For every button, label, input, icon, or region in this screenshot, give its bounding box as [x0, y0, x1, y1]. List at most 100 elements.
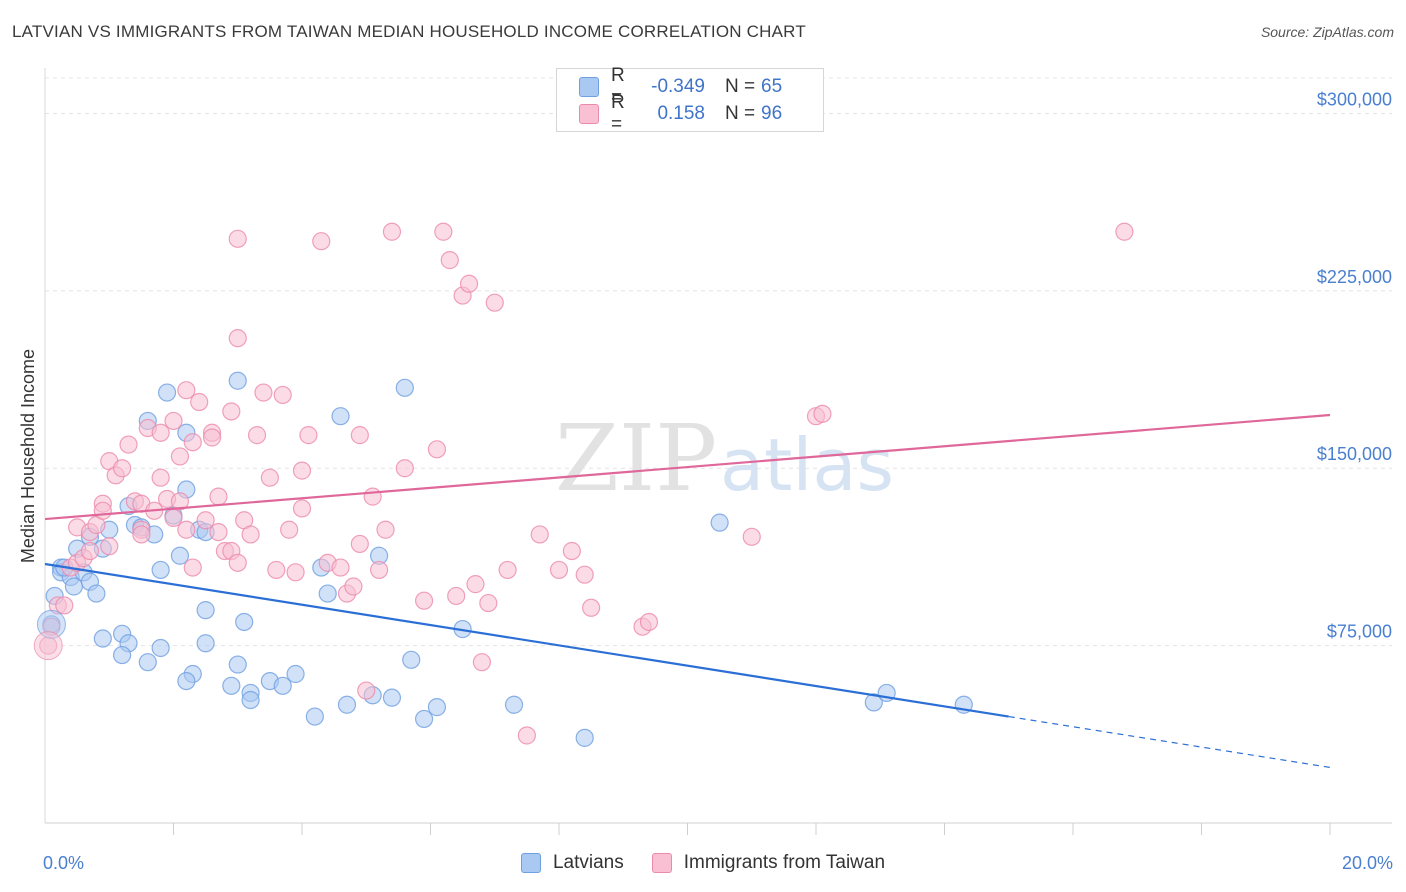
- point-taiwan: [562, 541, 581, 561]
- y-tick-label: $300,000: [1317, 89, 1392, 109]
- legend-swatch-latvians: [579, 77, 599, 97]
- source-label: Source: ZipAtlas.com: [1260, 24, 1394, 40]
- point-taiwan: [312, 232, 331, 251]
- point-taiwan: [273, 385, 292, 405]
- legend-r-value: -0.349: [651, 76, 705, 97]
- point-taiwan: [549, 560, 569, 580]
- point-latvians: [222, 676, 241, 695]
- point-taiwan: [177, 520, 196, 539]
- legend-swatch-taiwan: [579, 104, 599, 124]
- point-taiwan: [485, 293, 504, 312]
- point-taiwan: [196, 511, 215, 530]
- point-latvians: [382, 688, 402, 707]
- legend-n-value: 65: [761, 76, 783, 97]
- point-taiwan: [55, 596, 74, 615]
- bottom-legend-label: Immigrants from Taiwan: [683, 852, 886, 873]
- point-taiwan: [209, 522, 228, 542]
- point-taiwan: [119, 435, 138, 454]
- point-latvians: [273, 676, 292, 695]
- point-taiwan: [459, 274, 479, 293]
- trend-lines: [44, 413, 1331, 769]
- point-taiwan: [331, 558, 350, 577]
- y-tick-label: $225,000: [1317, 267, 1392, 287]
- legend: R = -0.349 N = 65 R = 0.158 N = 96: [556, 65, 824, 135]
- chart-title: LATVIAN VS IMMIGRANTS FROM TAIWAN MEDIAN…: [12, 22, 806, 41]
- point-latvians: [710, 513, 729, 532]
- point-taiwan: [466, 575, 485, 594]
- axes: [44, 68, 1392, 835]
- trend-line-taiwan: [44, 413, 1331, 521]
- point-taiwan: [260, 468, 279, 487]
- point-latvians: [504, 695, 524, 714]
- point-taiwan: [164, 411, 183, 431]
- legend-r-value: 0.158: [657, 103, 705, 124]
- point-taiwan: [517, 726, 536, 745]
- point-latvians: [138, 653, 157, 672]
- point-taiwan: [267, 560, 286, 580]
- point-taiwan: [100, 537, 119, 556]
- legend-n-label: N =: [725, 103, 756, 124]
- point-taiwan: [530, 525, 549, 544]
- point-taiwan: [286, 563, 305, 582]
- point-taiwan: [414, 591, 434, 610]
- point-taiwan: [93, 501, 112, 520]
- point-latvians: [87, 584, 106, 603]
- point-taiwan: [241, 525, 260, 544]
- point-taiwan: [190, 392, 209, 412]
- point-taiwan: [80, 541, 100, 561]
- point-latvians: [170, 546, 190, 565]
- x-tick-label-max: 20.0%: [1342, 853, 1393, 873]
- point-taiwan: [370, 560, 389, 580]
- point-taiwan: [202, 428, 222, 447]
- y-axis-label: Median Household Income: [18, 349, 38, 563]
- bottom-legend-swatch-taiwan: [651, 853, 672, 873]
- point-taiwan: [357, 681, 376, 700]
- point-taiwan: [344, 577, 363, 596]
- point-taiwan: [254, 383, 273, 402]
- point-taiwan: [479, 593, 498, 613]
- point-taiwan: [280, 520, 299, 539]
- point-taiwan: [350, 426, 369, 445]
- point-taiwan: [292, 461, 312, 480]
- y-tick-label: $75,000: [1327, 622, 1392, 642]
- gridlines: [45, 77, 1392, 647]
- point-latvians: [151, 638, 170, 658]
- point-taiwan: [228, 329, 247, 348]
- point-latvians: [427, 698, 447, 717]
- bottom-legend-swatch-latvians: [520, 853, 541, 873]
- point-taiwan: [299, 426, 318, 445]
- point-taiwan: [151, 468, 170, 487]
- bottom-legend-taiwan: Immigrants from Taiwan: [651, 852, 886, 874]
- legend-row-latvians: R = -0.349 N = 65: [579, 65, 783, 108]
- legend-n-value: 96: [761, 103, 783, 124]
- axis-labels: $75,000 $150,000 $225,000 $300,000 0.0% 20.0%…: [18, 89, 1393, 873]
- point-latvians: [235, 612, 254, 632]
- point-latvians: [337, 695, 357, 714]
- point-taiwan: [177, 381, 196, 400]
- point-taiwan: [350, 534, 369, 554]
- point-latvians: [196, 601, 215, 620]
- point-latvians: [414, 709, 434, 729]
- point-taiwan: [582, 598, 601, 617]
- point-taiwan: [151, 423, 170, 442]
- point-latvians: [151, 560, 170, 580]
- point-taiwan-cluster: [33, 631, 63, 661]
- point-taiwan: [247, 426, 267, 445]
- point-taiwan: [434, 222, 453, 241]
- bottom-legend: Latvians Immigrants from Taiwan: [0, 852, 1406, 874]
- legend-r-label: R =: [611, 65, 625, 108]
- point-taiwan: [742, 527, 761, 546]
- point-taiwan: [170, 447, 190, 466]
- point-taiwan: [209, 487, 228, 506]
- point-taiwan: [112, 459, 132, 478]
- point-taiwan: [575, 565, 594, 584]
- point-latvians: [241, 690, 260, 710]
- point-latvians: [575, 728, 594, 747]
- point-taiwan: [440, 251, 459, 270]
- point-taiwan: [183, 558, 202, 577]
- point-taiwan: [395, 459, 414, 478]
- point-taiwan: [183, 433, 202, 452]
- legend-n-label: N =: [725, 76, 756, 97]
- point-latvians: [157, 383, 177, 402]
- point-latvians: [402, 650, 421, 669]
